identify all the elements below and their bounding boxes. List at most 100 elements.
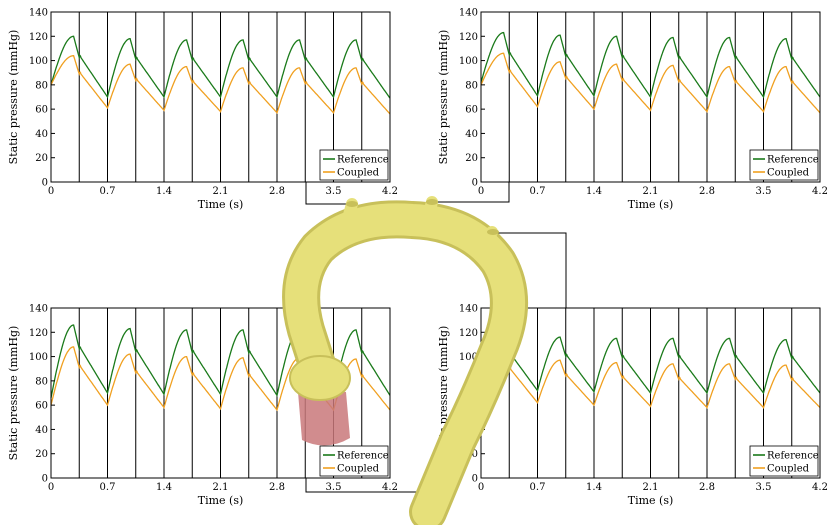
y-tick-label: 120 (459, 32, 478, 43)
legend-label-coupled: Coupled (337, 464, 380, 475)
branch-vessel-brachiocephalic (340, 198, 358, 232)
series-line-coupled (480, 351, 821, 409)
y-axis-label: Static pressure (mmHg) (7, 30, 20, 165)
y-tick-label: 0 (42, 474, 48, 485)
y-tick-label: 20 (35, 153, 48, 164)
chart-panel-top-right: 0 0.7 1.4 2.1 2.8 3.5 4.2 0 20 40 60 80 100 120 140 Tim… (437, 8, 828, 212)
y-tick-label: 140 (29, 8, 48, 19)
branch-outlet (346, 201, 358, 207)
x-tick-label: 2.8 (269, 482, 285, 493)
ventricle-shape (298, 392, 350, 446)
x-tick-label: 3.5 (756, 186, 772, 197)
x-tick-label: 2.8 (269, 186, 285, 197)
x-tick-label: 4.2 (812, 186, 828, 197)
y-tick-label: 60 (35, 401, 48, 412)
x-tick-label: 2.8 (699, 482, 715, 493)
legend-label-reference: Reference (767, 451, 819, 462)
legend: Reference Coupled (749, 149, 819, 181)
x-tick-label: 0 (478, 482, 484, 493)
y-axis-label: Static pressure (mmHg) (7, 326, 20, 461)
series-line-reference (480, 334, 821, 396)
x-tick-label: 2.1 (213, 186, 229, 197)
x-tick-label: 3.5 (326, 482, 342, 493)
y-tick-label: 20 (465, 153, 478, 164)
series-line-reference (50, 35, 391, 99)
legend: Reference Coupled (319, 149, 389, 181)
x-tick-label: 1.4 (156, 186, 172, 197)
y-tick-label: 120 (459, 328, 478, 339)
legend: Reference Coupled (319, 445, 389, 477)
series-line-coupled (480, 52, 821, 114)
legend-label-coupled: Coupled (337, 168, 380, 179)
aortic-root (289, 355, 351, 401)
x-tick-label: 2.1 (643, 482, 659, 493)
y-tick-label: 60 (35, 105, 48, 116)
x-tick-label: 0.7 (100, 186, 116, 197)
legend-box (319, 445, 389, 477)
legend: Reference Coupled (749, 445, 819, 477)
x-axis-label: Time (s) (198, 494, 244, 507)
legend-box (749, 149, 819, 181)
y-tick-label: 100 (29, 352, 48, 363)
x-tick-label: 1.4 (586, 186, 602, 197)
connector-line (305, 478, 420, 493)
x-tick-label: 4.2 (382, 186, 398, 197)
x-tick-label: 0.7 (530, 482, 546, 493)
x-tick-label: 2.1 (213, 482, 229, 493)
y-tick-label: 40 (465, 129, 478, 140)
y-tick-label: 0 (42, 178, 48, 189)
y-tick-label: 80 (35, 80, 48, 91)
y-tick-label: 140 (459, 8, 478, 19)
y-tick-label: 60 (465, 105, 478, 116)
chart-panels: 0 0.7 1.4 2.1 2.8 3.5 4.2 0 20 40 60 80 100 120 140 Tim… (7, 8, 828, 508)
y-tick-label: 40 (35, 129, 48, 140)
y-tick-label: 120 (29, 328, 48, 339)
y-tick-label: 100 (459, 56, 478, 67)
y-tick-label: 40 (35, 425, 48, 436)
y-tick-label: 140 (29, 304, 48, 315)
legend-label-reference: Reference (767, 155, 819, 166)
legend-label-reference: Reference (337, 451, 389, 462)
x-tick-label: 0.7 (530, 186, 546, 197)
x-tick-label: 3.5 (326, 186, 342, 197)
x-tick-label: 0.7 (100, 482, 116, 493)
y-tick-label: 20 (35, 449, 48, 460)
legend-label-coupled: Coupled (767, 168, 810, 179)
branch-outlet (426, 199, 438, 205)
x-axis-label: Time (s) (628, 198, 674, 211)
x-tick-label: 1.4 (586, 482, 602, 493)
x-tick-label: 4.2 (382, 482, 398, 493)
x-tick-label: 2.1 (643, 186, 659, 197)
y-tick-label: 80 (35, 376, 48, 387)
series-line-coupled (50, 55, 391, 115)
aorta-model-illustration (282, 196, 528, 525)
legend-box (319, 149, 389, 181)
y-tick-label: 100 (29, 56, 48, 67)
x-tick-label: 1.4 (156, 482, 172, 493)
y-tick-label: 0 (472, 178, 478, 189)
connector-line (496, 232, 567, 308)
legend-label-reference: Reference (337, 155, 389, 166)
y-tick-label: 120 (29, 32, 48, 43)
connector-line (305, 182, 352, 205)
connector-lines (305, 182, 567, 493)
x-tick-label: 2.8 (699, 186, 715, 197)
series-line-reference (480, 31, 821, 99)
aorta-vessel (285, 203, 525, 525)
branch-vessel-carotid (420, 196, 438, 230)
chart-panel-top-left: 0 0.7 1.4 2.1 2.8 3.5 4.2 0 20 40 60 80 100 120 140 Tim… (7, 8, 398, 212)
y-tick-label: 80 (465, 80, 478, 91)
y-tick-label: 100 (459, 352, 478, 363)
legend-label-coupled: Coupled (767, 464, 810, 475)
x-tick-label: 0 (48, 482, 54, 493)
branch-outlet (487, 229, 499, 235)
x-tick-label: 3.5 (756, 482, 772, 493)
x-axis-label: Time (s) (198, 198, 244, 211)
y-axis-label: Static pressure (mmHg) (437, 30, 450, 165)
legend-box (749, 445, 819, 477)
connector-line (432, 182, 510, 203)
x-tick-label: 4.2 (812, 482, 828, 493)
x-tick-label: 0 (478, 186, 484, 197)
y-tick-label: 0 (472, 474, 478, 485)
